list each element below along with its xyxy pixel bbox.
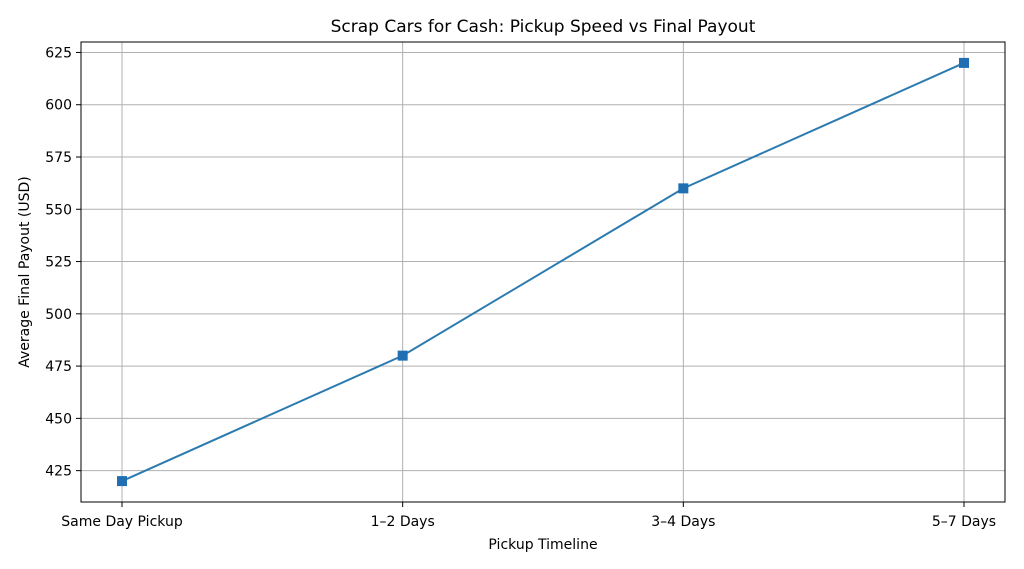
- data-point-marker: [117, 476, 127, 487]
- y-tick-label: 550: [45, 202, 72, 218]
- y-tick-label: 575: [45, 150, 72, 166]
- plot-frame: [80, 41, 1006, 503]
- data-point-marker: [678, 183, 689, 194]
- y-tick-label: 425: [45, 464, 72, 480]
- y-tick-label: 600: [45, 98, 72, 114]
- data-point-marker: [959, 57, 969, 68]
- x-tick-label: 3–4 Days: [651, 514, 715, 530]
- y-tick-label: 525: [45, 255, 72, 271]
- y-tick-label: 475: [45, 359, 72, 375]
- grid-layer: [81, 42, 1005, 502]
- series-line: [121, 61, 965, 483]
- y-tick-label: 500: [45, 307, 72, 323]
- x-tick-label: 1–2 Days: [371, 514, 435, 530]
- x-tick-label: 5–7 Days: [932, 514, 996, 530]
- ticks-layer: 425 450 475 500 525 550 575 600 625 Same Day Pick…: [45, 45, 996, 530]
- x-axis-title: Pickup Timeline: [488, 537, 597, 553]
- y-tick-label: 625: [45, 45, 72, 61]
- y-tick-label: 450: [45, 411, 72, 427]
- x-tick-label: Same Day Pickup: [61, 514, 183, 530]
- chart-title: Scrap Cars for Cash: Pickup Speed vs Fin…: [331, 17, 756, 37]
- data-point-marker: [397, 350, 408, 361]
- series-layer: [117, 57, 969, 487]
- y-axis-title: Average Final Payout (USD): [17, 176, 33, 368]
